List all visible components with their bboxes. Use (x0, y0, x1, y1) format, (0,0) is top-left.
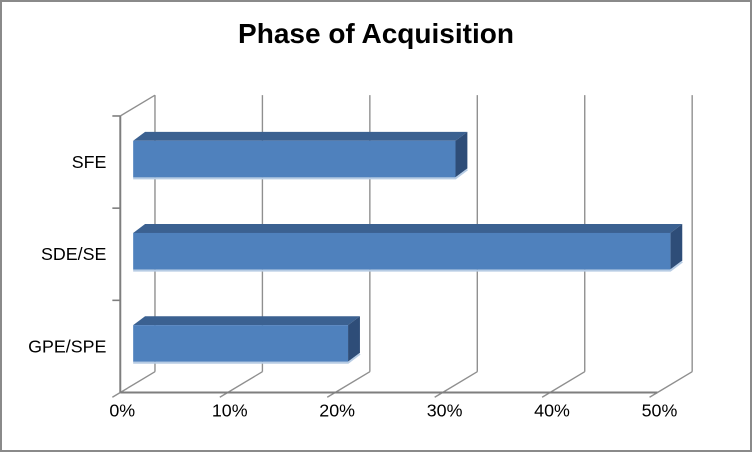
bar-SDE-SE (133, 232, 671, 270)
bar-bottom-highlight (133, 260, 683, 272)
category-label: GPE/SPE (28, 336, 106, 356)
gridline-depth-diagonal (119, 371, 156, 394)
gridline-depth-diagonal (334, 371, 371, 394)
bar-top-face (133, 131, 468, 141)
x-tick-label: 30% (427, 400, 463, 420)
x-tick-label: 40% (534, 400, 570, 420)
bar-top-face (133, 224, 683, 233)
wall-top-diagonal (119, 94, 156, 117)
x-tick-label: 0% (109, 400, 135, 420)
bar-end-face (348, 316, 360, 362)
gridline-depth-diagonal (442, 371, 478, 394)
gridline-depth-diagonal (549, 371, 586, 394)
gridline-depth-diagonal (227, 371, 263, 394)
category-label: SDE/SE (41, 244, 107, 264)
bar-SFE (133, 140, 456, 178)
chart-title: Phase of Acquisition (238, 18, 514, 49)
category-label: SFE (72, 152, 107, 172)
bar-end-face (455, 131, 468, 178)
bar-bottom-highlight (133, 168, 468, 180)
x-tick-label: 50% (642, 400, 678, 420)
x-axis-tick (111, 391, 121, 398)
bar-GPE-SPE (133, 325, 349, 362)
x-tick-label: 10% (212, 400, 248, 420)
bar-top-face (133, 316, 360, 326)
gridline-depth-diagonal (657, 371, 693, 394)
x-tick-label: 20% (319, 400, 355, 420)
bar-bottom-highlight (133, 353, 361, 364)
bar-end-face (670, 224, 683, 270)
